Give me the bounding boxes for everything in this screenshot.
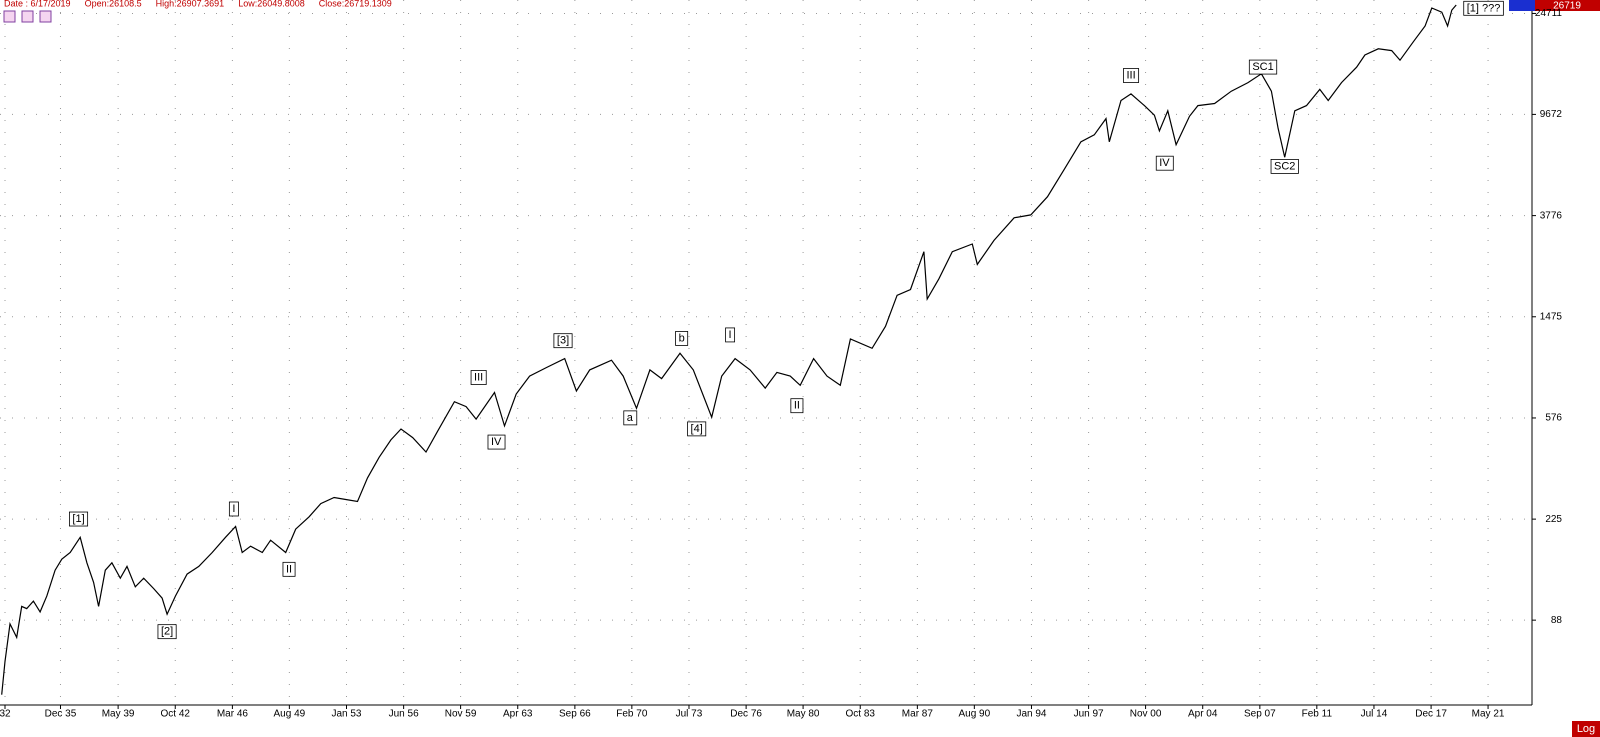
wave-label: II [794,400,800,412]
y-tick-label: 88 [1551,615,1563,626]
wave-label-box [69,511,89,527]
header-field: High:26907.3691 [156,0,225,8]
wave-label-box [1270,159,1299,174]
price-tag: 26719 [1553,1,1581,12]
x-tick-label: Jun 56 [389,709,419,720]
x-tick-label: Apr 04 [1188,709,1218,720]
wave-label: [1] ??? [1467,2,1501,14]
wave-label: [2] [161,626,173,638]
wave-label: IV [1159,157,1170,169]
x-tick-label: Jul 14 [1361,709,1388,720]
wave-label-box [1123,68,1140,83]
x-tick-label: Sep 07 [1244,709,1276,720]
price-line [1,4,1457,695]
header-field: Low:26049.8008 [238,0,305,8]
wave-label-box [623,410,638,426]
x-tick-label: Mar 87 [902,709,934,720]
x-tick-label: Jul 73 [676,709,703,720]
wave-label: I [729,329,732,341]
wave-label: IV [491,436,502,448]
x-tick-label: Mar 46 [217,709,249,720]
wave-label: II [286,563,292,575]
y-tick-label: 3776 [1540,210,1563,221]
x-tick-label: Jan 94 [1016,709,1046,720]
wave-label: [4] [691,423,703,435]
wave-label-box [1155,155,1174,171]
wave-label-box [675,331,689,346]
wave-label: III [474,372,483,384]
x-tick-label: Dec 17 [1415,709,1447,720]
y-tick-label: 576 [1545,413,1562,424]
wave-label-box [228,501,239,517]
x-tick-label: Jan 53 [331,709,361,720]
y-tick-label: 9672 [1540,109,1563,120]
icon[interactable] [3,10,16,23]
x-tick-label: May 39 [102,709,135,720]
x-tick-label: Feb 11 [1302,709,1333,720]
x-tick-label: Aug 90 [958,709,990,720]
x-tick-label: Apr 63 [503,709,533,720]
y-tick-label: 1475 [1540,311,1563,322]
wave-label-box [487,434,506,450]
wave-label: [1] [72,513,84,525]
header-field: Date : 6/17/2019 [4,0,71,8]
menu-tag[interactable] [1509,0,1535,11]
x-tick-label: Oct 42 [161,709,191,720]
wave-label: I [232,503,235,515]
wave-label-box [790,398,804,414]
x-tick-label: May 21 [1472,709,1505,720]
wave-label-box [470,370,487,385]
wave-label: III [1126,70,1135,82]
y-tick-label: 225 [1545,514,1562,525]
wave-label-box [1463,0,1504,16]
x-tick-label: Dec 76 [730,709,762,720]
wave-label-box [282,561,296,577]
wave-label: [3] [557,335,569,347]
y-tick-label: 24711 [1535,8,1563,19]
wave-label: SC2 [1274,160,1295,172]
x-tick-label: Nov 00 [1130,709,1162,720]
wave-label-box [725,327,736,343]
x-tick-label: 32 [0,709,11,720]
x-tick-label: Nov 59 [445,709,477,720]
scale-box[interactable] [1572,721,1600,737]
x-tick-label: Aug 49 [274,709,306,720]
wave-label: b [679,332,685,344]
x-tick-label: Oct 83 [845,709,875,720]
header-field: Open:26108.5 [85,0,142,8]
x-tick-label: Jun 97 [1074,709,1104,720]
x-tick-label: Feb 70 [616,709,648,720]
header-field: Close:26719.1309 [319,0,392,8]
wave-label-box [1248,59,1278,75]
price-tag-box [1535,0,1600,11]
x-tick-label: Dec 35 [45,709,77,720]
toolbar-icons[interactable] [3,10,52,23]
icon[interactable] [21,10,34,23]
icon[interactable] [39,10,52,23]
x-tick-label: May 80 [787,709,820,720]
wave-label-box [157,624,177,640]
scale-label[interactable]: Log [1577,723,1595,735]
wave-label-box [553,333,573,349]
x-tick-label: Sep 66 [559,709,591,720]
wave-label: a [627,412,634,424]
wave-label: SC1 [1252,61,1273,73]
wave-label-box [687,421,707,437]
